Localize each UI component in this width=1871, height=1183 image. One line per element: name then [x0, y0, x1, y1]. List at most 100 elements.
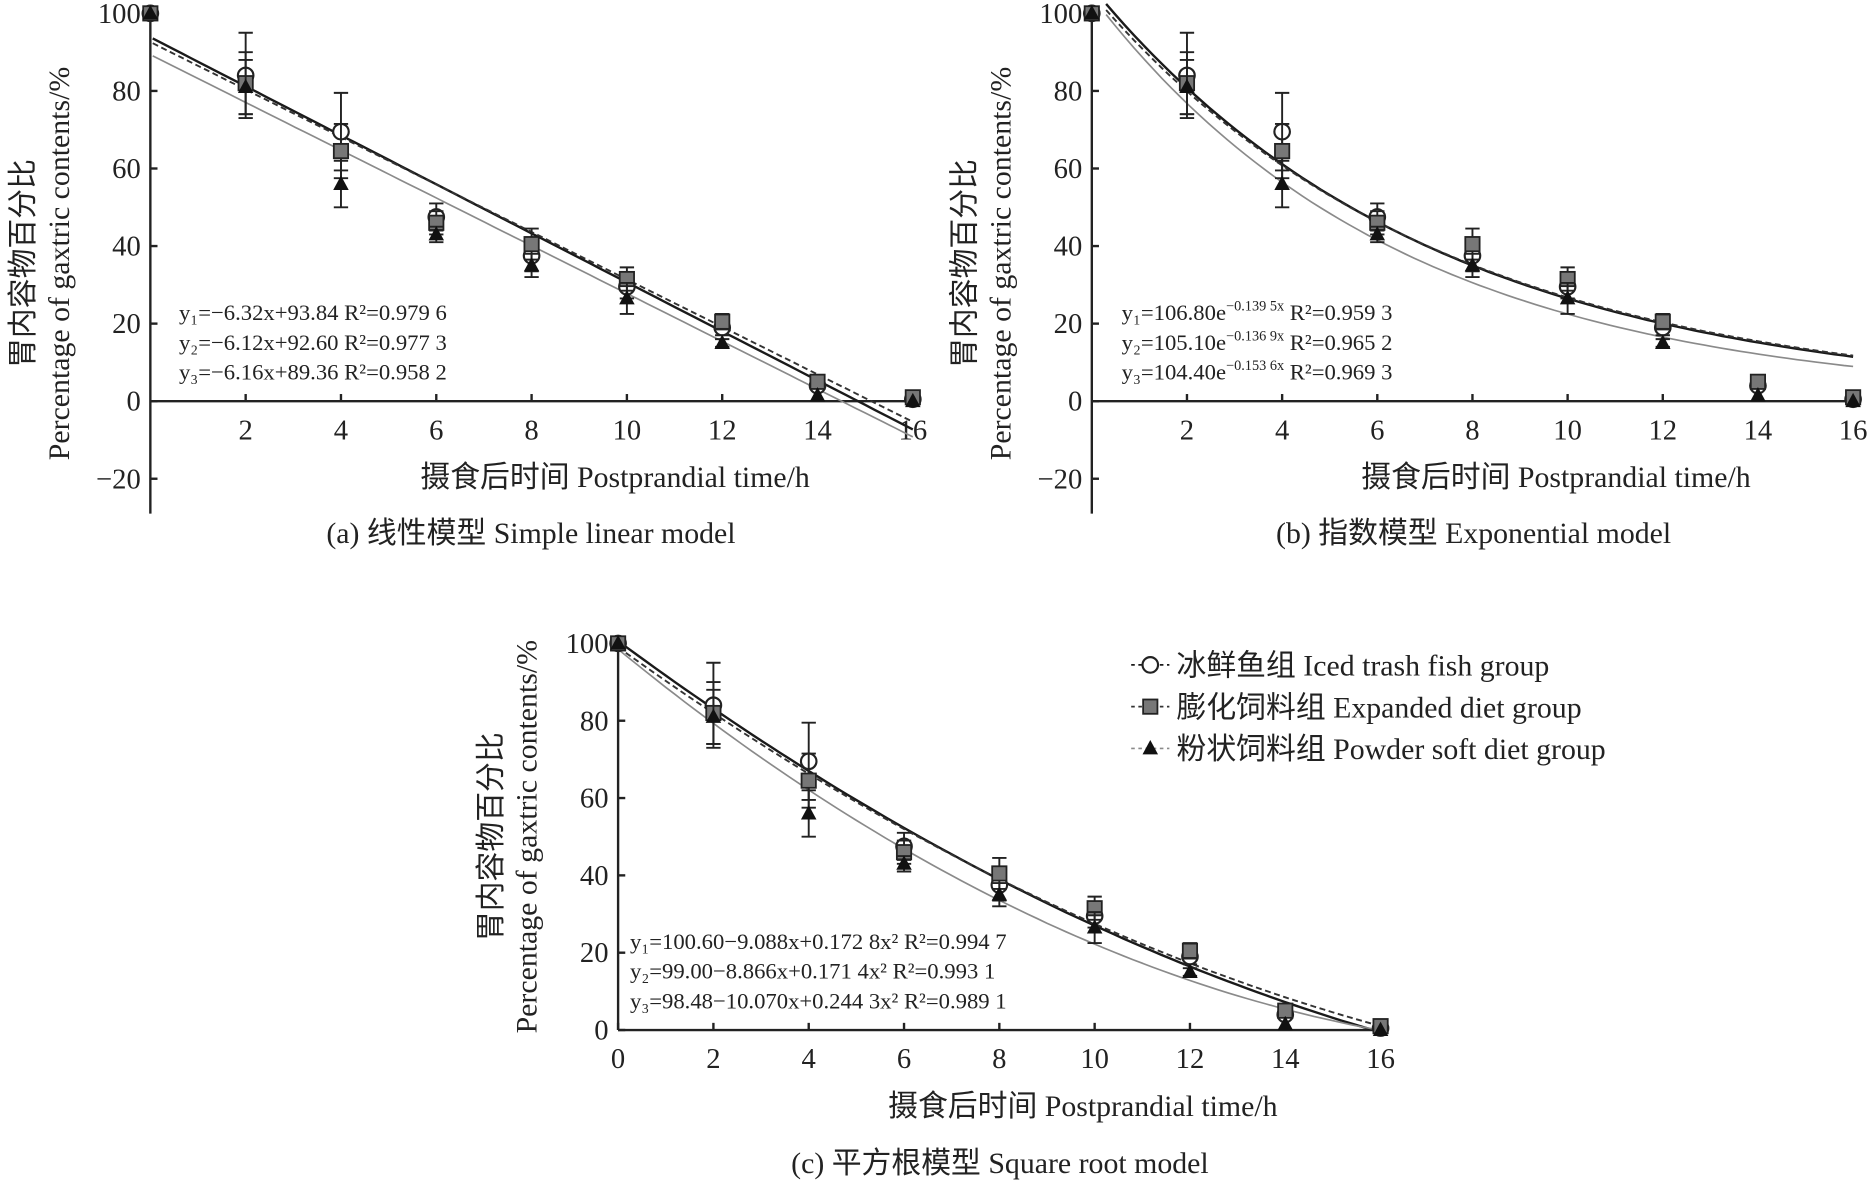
data-point-square: [714, 313, 731, 330]
equation-r2: R²=0.965 2: [1284, 330, 1392, 355]
y-tick-label: 60: [580, 783, 609, 815]
y-tick-label: 40: [1054, 231, 1083, 263]
data-point-square: [1749, 373, 1766, 390]
y-axis-label: Percentage of gaxtric contents/%: [43, 67, 76, 460]
y-tick-label: 60: [112, 153, 141, 185]
fit-equation-y3: y₃=−6.16x+89.36 R²=0.958 2: [179, 360, 447, 385]
legend: 冰鲜鱼组 Iced trash fish group 膨化饲料组 Expanded…: [1131, 650, 1606, 766]
equation-main: y₁=106.80e: [1122, 300, 1226, 325]
y-tick-label: 100: [98, 0, 141, 30]
data-point-circle: [1141, 656, 1160, 674]
x-tick-label: 12: [1176, 1043, 1205, 1075]
data-point-square: [1274, 142, 1291, 160]
x-tick-label: 14: [803, 414, 832, 446]
data-point-triangle: [1845, 392, 1861, 408]
data-point-triangle: [333, 175, 349, 190]
y-tick-label: 0: [126, 386, 140, 418]
panel-b: 2 4 6 8 10 12 14 16 100 80 60 40 20 0 −20 摄食后时间 Postpra…: [949, 0, 1868, 550]
x-tick-label: 16: [1366, 1043, 1395, 1075]
data-point-square: [332, 142, 350, 160]
data-point-triangle: [1086, 919, 1103, 934]
x-tick-label: 6: [429, 414, 443, 446]
equation-main: y₂=99.00−8.866x+0.171 4x²: [630, 959, 887, 984]
x-tick-label: 2: [1180, 414, 1194, 446]
fit-curve-y2: [617, 646, 1381, 1027]
equation-r2: R²=0.969 3: [1284, 360, 1392, 385]
panel-caption: (b) 指数模型 Exponential model: [1276, 517, 1671, 550]
y-tick-label: 20: [1054, 308, 1083, 340]
data-point-square: [800, 772, 817, 789]
y-axis-label: 胃内容物百分比: [475, 732, 508, 941]
fit-equation-y1: y₁=−6.32x+93.84 R²=0.979 6: [179, 300, 447, 325]
equation-main: y₁=−6.32x+93.84: [179, 300, 339, 325]
equation-r2: R²=0.958 2: [339, 360, 447, 385]
fit-equation-y1: y₁=106.80e−0.139 5x R²=0.959 3: [1122, 298, 1393, 325]
equation-exponent: −0.139 5x: [1226, 298, 1284, 314]
data-point-triangle: [705, 708, 722, 723]
y-axis-label: Percentage of gaxtric contents/%: [511, 640, 544, 1033]
equation-main: y₂=105.10e: [1122, 330, 1226, 355]
equation-exponent: −0.136 9x: [1226, 328, 1284, 344]
x-axis-label: 摄食后时间 Postprandial time/h: [1361, 461, 1750, 494]
y-tick-label: −20: [1037, 463, 1082, 495]
fit-curve-y3: [1105, 14, 1854, 368]
data-point-square: [991, 865, 1008, 882]
data-point-triangle: [896, 855, 912, 870]
data-point-triangle: [1464, 257, 1481, 272]
x-tick-label: 16: [899, 414, 928, 446]
legend-entry: 粉状饲料组 Powder soft diet group: [1177, 733, 1606, 766]
data-point-triangle: [1655, 334, 1671, 349]
data-point-triangle: [1750, 387, 1766, 402]
y-tick-label: 0: [594, 1015, 608, 1047]
x-tick-label: 2: [239, 414, 253, 446]
x-axis-label: 摄食后时间 Postprandial time/h: [888, 1090, 1277, 1123]
fit-equation-y2: y₂=99.00−8.866x+0.171 4x² R²=0.993 1: [630, 959, 995, 984]
data-point-square: [1464, 236, 1481, 253]
legend-entry: 膨化饲料组 Expanded diet group: [1177, 691, 1582, 724]
x-tick-label: 4: [1275, 414, 1289, 446]
fit-equation-y1: y₁=100.60−9.088x+0.172 8x² R²=0.994 7: [630, 929, 1007, 954]
equation-r2: R²=0.993 1: [887, 959, 995, 984]
equation-main: y₂=−6.12x+92.60: [179, 330, 339, 355]
data-point-triangle: [1142, 740, 1159, 755]
data-point-triangle: [809, 387, 826, 402]
x-tick-label: 12: [1648, 414, 1677, 446]
y-tick-label: −20: [96, 463, 141, 495]
data-point-triangle: [1274, 175, 1290, 190]
panel-c: 0 2 4 6 8 10 12 14 16 100 80 60 40 20 0 摄食后时间 Postprand…: [475, 628, 1395, 1180]
x-tick-label: 10: [1080, 1043, 1109, 1075]
data-point-triangle: [1559, 290, 1576, 305]
y-tick-label: 0: [1068, 386, 1082, 418]
panel-caption: (a) 线性模型 Simple linear model: [326, 517, 735, 550]
y-axis-label: 胃内容物百分比: [949, 159, 982, 368]
panel-a: 2 4 6 8 10 12 14 16 100 80 60 40 20 0 −20 摄食后时间 Postpra…: [7, 0, 927, 550]
legend-entry: 冰鲜鱼组 Iced trash fish group: [1177, 650, 1550, 683]
equation-r2: R²=0.994 7: [898, 929, 1006, 954]
x-tick-label: 2: [706, 1043, 720, 1075]
data-point-triangle: [1182, 963, 1198, 978]
y-tick-label: 80: [112, 75, 141, 107]
fit-curve-y2: [1105, 9, 1854, 357]
x-tick-label: 10: [613, 414, 642, 446]
equation-exponent: −0.153 6x: [1226, 358, 1284, 374]
data-point-square: [523, 236, 540, 253]
x-tick-label: 8: [992, 1043, 1006, 1075]
equation-main: y₃=98.48−10.070x+0.244 3x²: [630, 989, 898, 1014]
y-tick-label: 20: [580, 937, 609, 969]
equation-r2: R²=0.979 6: [339, 300, 447, 325]
y-tick-label: 80: [580, 705, 609, 737]
data-point-triangle: [523, 257, 540, 272]
data-point-triangle: [142, 5, 159, 20]
data-point-triangle: [237, 78, 254, 94]
x-tick-label: 0: [611, 1043, 625, 1075]
data-point-triangle: [905, 392, 921, 408]
x-tick-label: 12: [708, 414, 737, 446]
data-point-triangle: [428, 226, 445, 241]
y-tick-label: 60: [1054, 153, 1083, 185]
equation-r2: R²=0.977 3: [339, 330, 447, 355]
fit-curve-y1: [152, 37, 914, 431]
y-tick-label: 100: [1039, 0, 1082, 30]
data-point-triangle: [1179, 78, 1195, 94]
equation-main: y₁=100.60−9.088x+0.172 8x²: [630, 929, 898, 954]
